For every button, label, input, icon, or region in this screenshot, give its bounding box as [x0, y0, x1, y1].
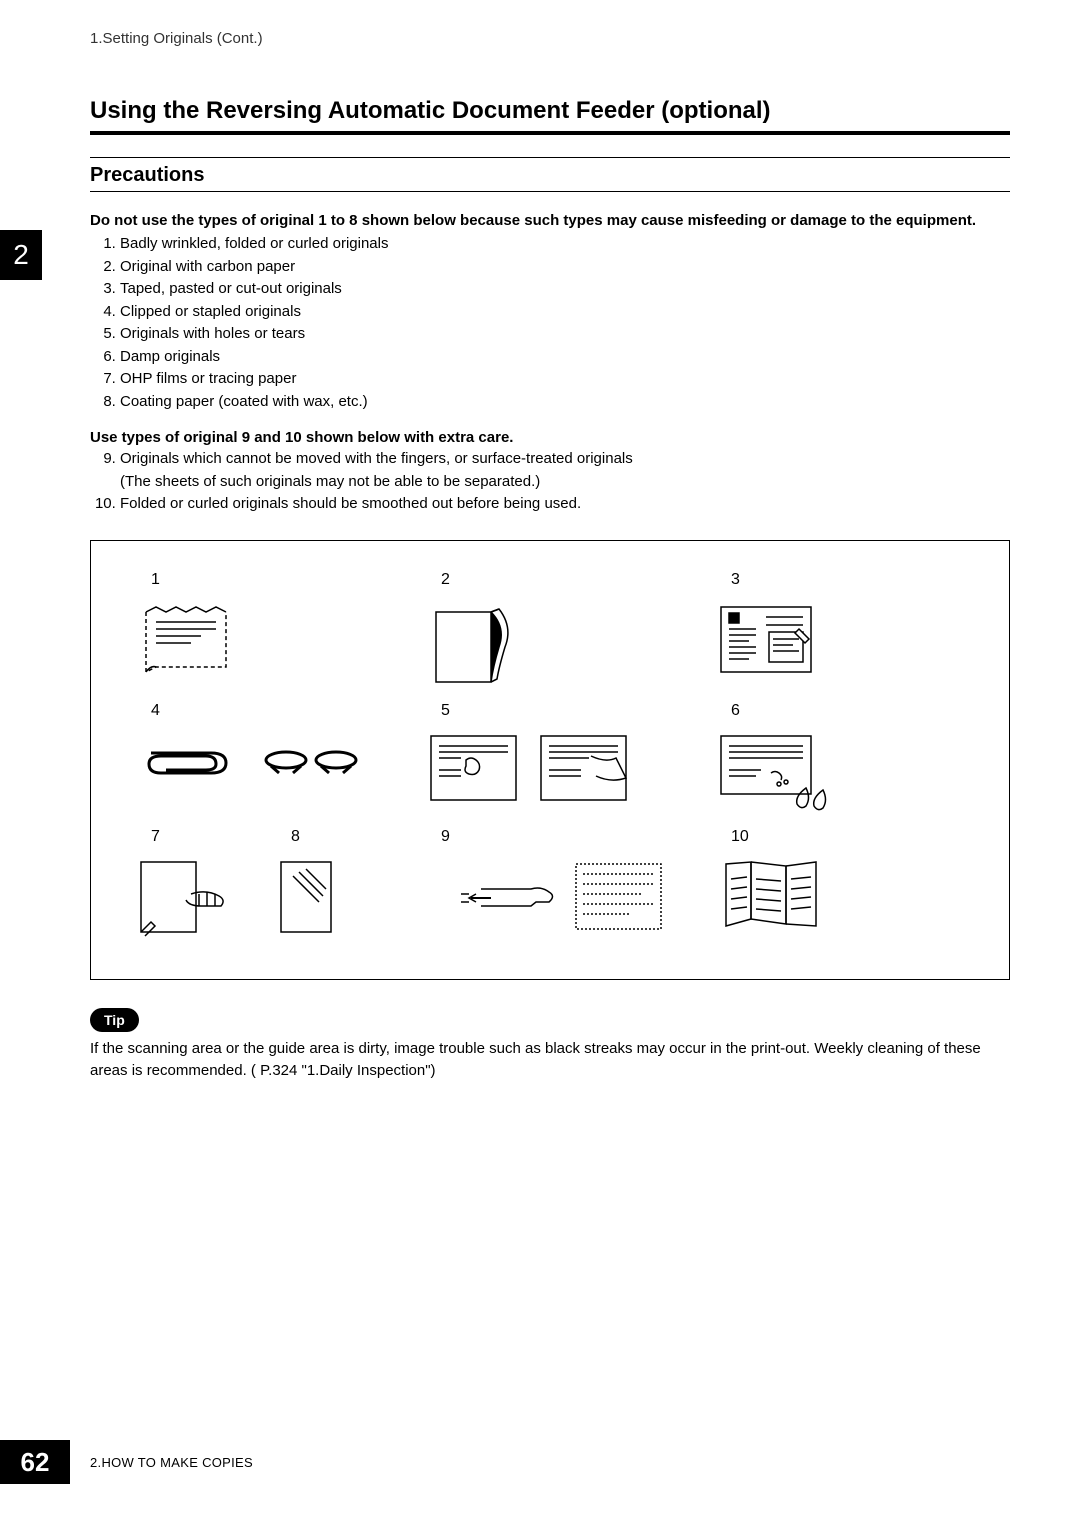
care-list-2: Folded or curled originals should be smo…: [90, 493, 1010, 516]
care-heading: Use types of original 9 and 10 shown bel…: [90, 429, 1010, 446]
warning-text: Do not use the types of original 1 to 8 …: [90, 210, 1010, 231]
diagram-label: 10: [711, 828, 749, 846]
clipped-icon: [131, 728, 371, 788]
list-item: Coating paper (coated with wax, etc.): [120, 391, 1010, 414]
taped-icon: [711, 597, 821, 682]
diagram-label: 1: [131, 571, 160, 589]
care-list: Originals which cannot be moved with the…: [90, 448, 1010, 471]
tip-badge: Tip: [90, 1008, 139, 1032]
chapter-tab: 2: [0, 230, 42, 280]
wrinkled-icon: [131, 597, 251, 687]
avoid-list: Badly wrinkled, folded or curled origina…: [90, 233, 1010, 413]
footer: 62 2.HOW TO MAKE COPIES: [0, 1440, 253, 1484]
diagram-label: 3: [711, 571, 740, 589]
list-item: Damp originals: [120, 346, 1010, 369]
list-item: Clipped or stapled originals: [120, 301, 1010, 324]
section-rule-top: [90, 157, 1010, 158]
main-content: Using the Reversing Automatic Document F…: [0, 57, 1080, 1083]
list-item: OHP films or tracing paper: [120, 368, 1010, 391]
care-item-text: Originals which cannot be moved with the…: [120, 450, 633, 467]
coated-icon: [271, 854, 341, 939]
ohp-icon: [131, 854, 241, 939]
care-note: (The sheets of such originals may not be…: [90, 471, 1010, 494]
damp-icon: [711, 728, 841, 818]
diagram-label: 4: [131, 702, 160, 720]
header-breadcrumb: 1.Setting Originals (Cont.): [0, 0, 1080, 57]
title-rule: [90, 131, 1010, 135]
folded-icon: [711, 854, 831, 939]
surface-icon: [421, 854, 671, 939]
footer-chapter: 2.HOW TO MAKE COPIES: [90, 1455, 253, 1470]
page-number: 62: [0, 1440, 70, 1484]
tip-text-a: If the scanning area or the guide area i…: [90, 1040, 981, 1080]
tip-text-b: P.324 "1.Daily Inspection"): [256, 1062, 436, 1079]
diagram-label: 7: [131, 828, 160, 846]
holes-icon: [421, 728, 641, 808]
section-rule-bottom: [90, 191, 1010, 192]
list-item: Folded or curled originals should be smo…: [120, 493, 1010, 516]
diagram-label: 5: [421, 702, 450, 720]
diagram-label: 8: [271, 828, 300, 846]
list-item: Originals which cannot be moved with the…: [120, 448, 1010, 471]
diagram-label: 2: [421, 571, 450, 589]
diagram-container: 1 2 3: [90, 540, 1010, 980]
main-title: Using the Reversing Automatic Document F…: [90, 97, 1010, 125]
list-item: Badly wrinkled, folded or curled origina…: [120, 233, 1010, 256]
tip-text: If the scanning area or the guide area i…: [90, 1038, 1010, 1083]
list-item: Originals with holes or tears: [120, 323, 1010, 346]
list-item: Original with carbon paper: [120, 256, 1010, 279]
diagram-label: 9: [421, 828, 450, 846]
diagram-label: 6: [711, 702, 740, 720]
list-item: Taped, pasted or cut-out originals: [120, 278, 1010, 301]
section-title: Precautions: [90, 164, 1010, 187]
carbon-icon: [421, 597, 521, 692]
